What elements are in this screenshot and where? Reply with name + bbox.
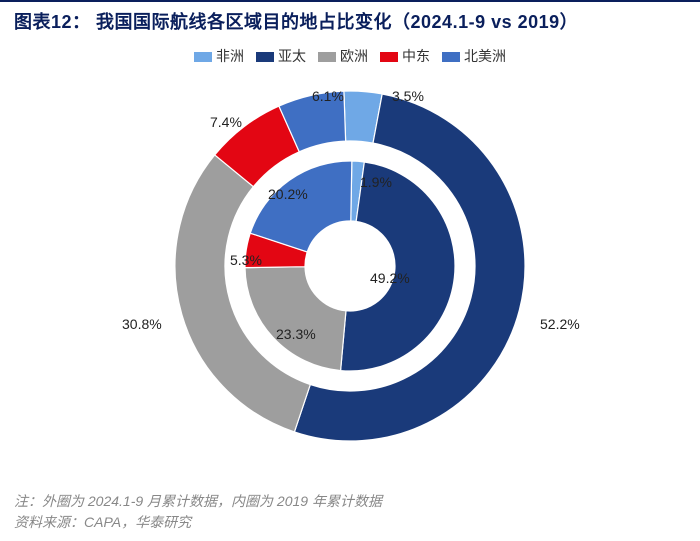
legend-swatch	[318, 52, 336, 62]
donut-chart	[0, 66, 700, 466]
legend-swatch	[442, 52, 460, 62]
slice-label: 3.5%	[392, 88, 424, 104]
title-bar: 图表12： 我国国际航线各区域目的地占比变化（2024.1-9 vs 2019）	[0, 0, 700, 44]
slice-label: 20.2%	[268, 186, 308, 202]
legend-item: 北美洲	[442, 46, 506, 66]
slice-label: 23.3%	[276, 326, 316, 342]
figure-container: 图表12： 我国国际航线各区域目的地占比变化（2024.1-9 vs 2019）…	[0, 0, 700, 541]
legend-label: 北美洲	[464, 48, 506, 64]
slice-label: 49.2%	[370, 270, 410, 286]
legend-label: 亚太	[278, 48, 306, 64]
slice-label: 6.1%	[312, 88, 344, 104]
slice-label: 1.9%	[360, 174, 392, 190]
slice-label: 52.2%	[540, 316, 580, 332]
slice-label: 5.3%	[230, 252, 262, 268]
slice-label: 7.4%	[210, 114, 242, 130]
legend-item: 亚太	[256, 46, 306, 66]
legend-label: 非洲	[216, 48, 244, 64]
chart-title: 图表12： 我国国际航线各区域目的地占比变化（2024.1-9 vs 2019）	[14, 8, 686, 34]
legend-label: 欧洲	[340, 48, 368, 64]
legend-swatch	[194, 52, 212, 62]
legend-label: 中东	[402, 48, 430, 64]
legend-item: 中东	[380, 46, 430, 66]
footer-note: 注：外圈为 2024.1-9 月累计数据，内圈为 2019 年累计数据	[14, 491, 382, 512]
legend-item: 欧洲	[318, 46, 368, 66]
legend-swatch	[380, 52, 398, 62]
footer-source: 资料来源：CAPA，华泰研究	[14, 512, 382, 533]
legend-swatch	[256, 52, 274, 62]
slice-label: 30.8%	[122, 316, 162, 332]
chart-area: 3.5% 52.2% 30.8% 7.4% 6.1% 1.9% 49.2% 23.3% 5.3%…	[0, 66, 700, 466]
legend: 非洲 亚太 欧洲 中东 北美洲	[0, 46, 700, 66]
legend-item: 非洲	[194, 46, 244, 66]
figure-footer: 注：外圈为 2024.1-9 月累计数据，内圈为 2019 年累计数据 资料来源…	[14, 491, 382, 533]
